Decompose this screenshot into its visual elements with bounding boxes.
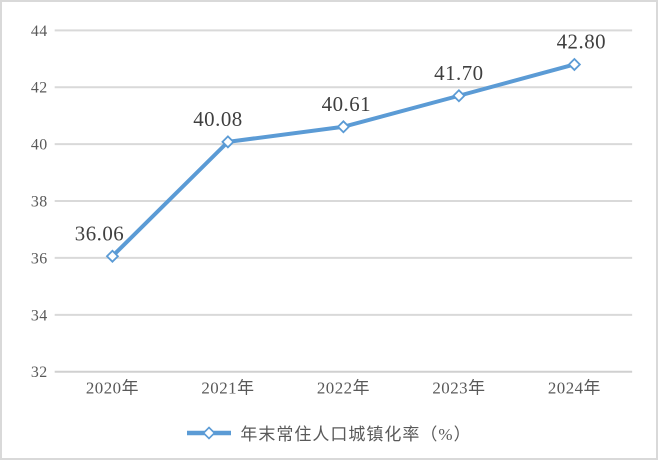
- chart-plot-area: 32 34 36 38 40 42 44 2020年 2021年 2022年 2023年 2024年 3…: [31, 23, 633, 398]
- data-point-marker: [105, 249, 120, 263]
- x-category-label: 2024年: [548, 379, 601, 398]
- data-point-marker: [336, 120, 351, 134]
- data-point-marker: [452, 89, 466, 103]
- data-point-label: 40.61: [322, 92, 371, 116]
- y-tick-label: 40: [31, 137, 48, 154]
- y-tick-label: 42: [31, 80, 48, 97]
- chart-legend: 年末常住人口城镇化率（%）: [2, 410, 656, 456]
- y-tick-label: 36: [31, 250, 48, 267]
- data-point-label: 40.08: [193, 107, 242, 131]
- x-category-label: 2022年: [317, 379, 370, 398]
- x-category-label: 2023年: [432, 379, 485, 398]
- data-point-label: 36.06: [75, 221, 124, 245]
- legend-line-marker-icon: [187, 425, 232, 440]
- data-point-marker: [221, 135, 235, 149]
- y-tick-label: 34: [31, 307, 48, 324]
- legend-label: 年末常住人口城镇化率（%）: [240, 425, 472, 444]
- y-tick-label: 32: [31, 364, 48, 381]
- data-point-label: 41.70: [434, 61, 483, 85]
- x-category-label: 2021年: [201, 379, 254, 398]
- y-tick-label: 44: [31, 23, 48, 40]
- data-point-marker: [567, 57, 582, 72]
- data-point-label: 42.80: [557, 30, 606, 54]
- x-category-label: 2020年: [86, 379, 139, 398]
- y-tick-label: 38: [31, 193, 48, 210]
